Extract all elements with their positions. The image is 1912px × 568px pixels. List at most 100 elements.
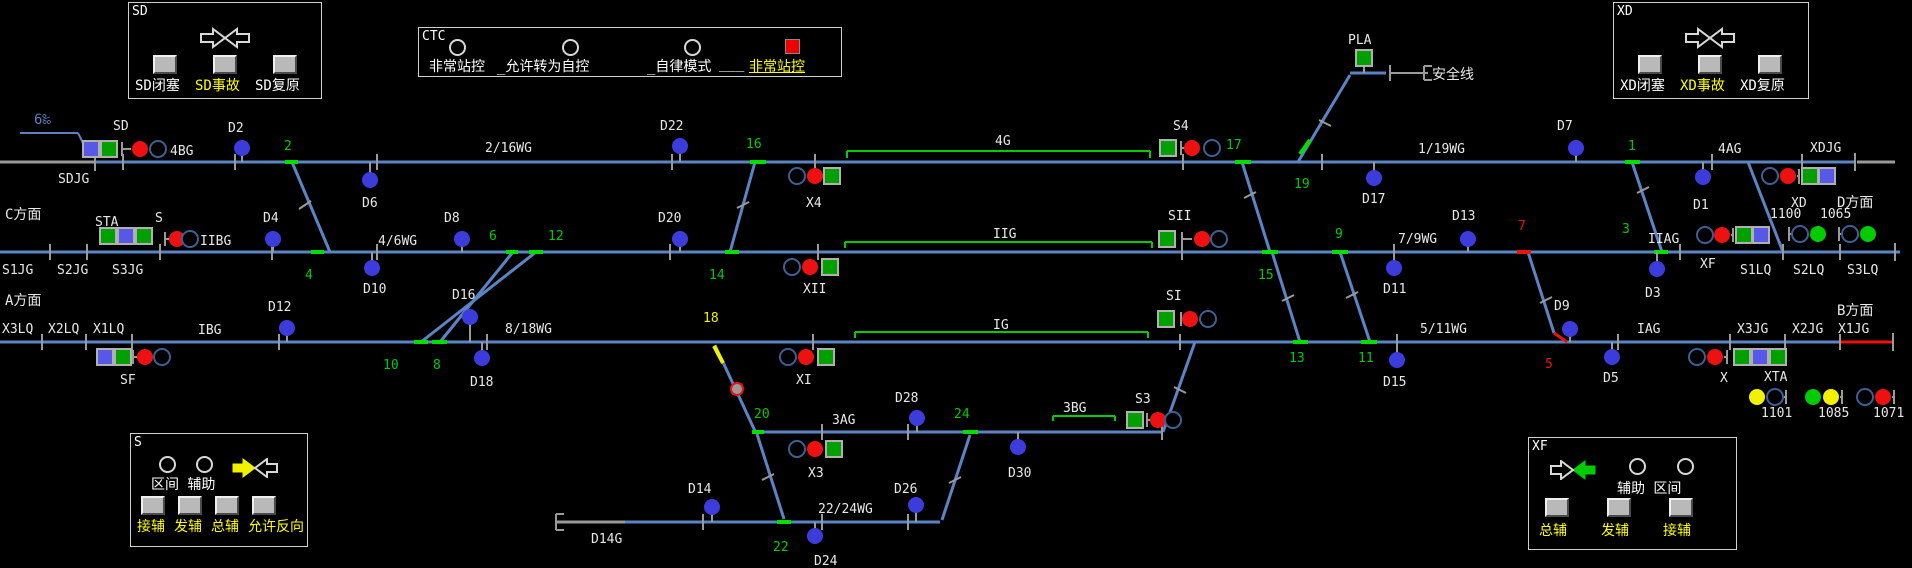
shunt-signal-D26[interactable] xyxy=(908,497,924,513)
route-indicator-STA[interactable] xyxy=(99,227,117,245)
signal-lamp-off-1071[interactable] xyxy=(1856,388,1874,406)
signal-lamp-red-X4[interactable] xyxy=(807,168,823,184)
route-indicator-PLA[interactable] xyxy=(1355,49,1373,67)
signal-lamp-off-S2LQ[interactable] xyxy=(1791,225,1809,243)
signal-lamp-red-1071[interactable] xyxy=(1875,389,1891,405)
shunt-signal-D6[interactable] xyxy=(362,172,378,188)
signal-lamp-red-SI[interactable] xyxy=(1182,311,1198,327)
route-indicator-XD[interactable] xyxy=(1801,167,1819,185)
signal-lamp-off-S3LQ[interactable] xyxy=(1841,225,1859,243)
route-indicator-S3[interactable] xyxy=(1126,411,1144,429)
signal-lamp-red-XI[interactable] xyxy=(798,349,814,365)
signal-lamp-yellow-1085[interactable] xyxy=(1823,389,1839,405)
route-indicator-XII[interactable] xyxy=(821,258,839,276)
route-indicator-XTA[interactable] xyxy=(1733,348,1751,366)
shunt-signal-D11[interactable] xyxy=(1386,260,1402,276)
ctc-emergency-active-indicator[interactable] xyxy=(785,39,800,54)
signal-lamp-green-S2LQ[interactable] xyxy=(1810,226,1826,242)
route-indicator-SI[interactable] xyxy=(1157,310,1175,328)
signal-lamp-off-X3[interactable] xyxy=(788,440,806,458)
s-assist-lamp[interactable] xyxy=(196,456,213,473)
signal-lamp-red-X[interactable] xyxy=(1707,349,1723,365)
signal-lamp-off-XII[interactable] xyxy=(783,258,801,276)
shunt-signal-D9[interactable] xyxy=(1562,321,1578,337)
route-indicator-XD[interactable] xyxy=(1818,167,1836,185)
route-indicator-SD[interactable] xyxy=(82,140,100,158)
shunt-signal-D17[interactable] xyxy=(1366,170,1382,186)
signal-lamp-off-X[interactable] xyxy=(1688,348,1706,366)
route-indicator-STA[interactable] xyxy=(135,227,153,245)
s-depart-assist-button[interactable] xyxy=(178,496,202,515)
xf-assist-lamp[interactable] xyxy=(1629,458,1646,475)
s-interval-lamp[interactable] xyxy=(159,456,176,473)
route-indicator-SF[interactable] xyxy=(96,348,114,366)
shunt-signal-D13[interactable] xyxy=(1460,231,1476,247)
shunt-signal-D7[interactable] xyxy=(1568,140,1584,156)
route-indicator-XI[interactable] xyxy=(817,348,835,366)
signal-lamp-red-X3[interactable] xyxy=(807,441,823,457)
shunt-signal-D5[interactable] xyxy=(1604,349,1620,365)
shunt-signal-D4[interactable] xyxy=(265,231,281,247)
signal-lamp-off-SF[interactable] xyxy=(153,348,171,366)
signal-lamp-off-SD[interactable] xyxy=(149,140,167,158)
xf-total-assist-button[interactable] xyxy=(1545,498,1569,517)
s-total-assist-button[interactable] xyxy=(215,496,239,515)
signal-lamp-green-1085[interactable] xyxy=(1805,389,1821,405)
route-indicator-XTA[interactable] xyxy=(1769,348,1787,366)
shunt-signal-D30[interactable] xyxy=(1010,439,1026,455)
s-receive-assist-button[interactable] xyxy=(141,496,165,515)
shunt-signal-D28[interactable] xyxy=(909,410,925,426)
route-indicator-STA[interactable] xyxy=(117,227,135,245)
shunt-signal-D10[interactable] xyxy=(364,260,380,276)
route-indicator-SF[interactable] xyxy=(114,348,132,366)
signal-lamp-red-XF[interactable] xyxy=(1714,227,1730,243)
ctc-allow-auto-radio[interactable] xyxy=(562,39,579,56)
signal-lamp-red-S3[interactable] xyxy=(1150,412,1166,428)
signal-lamp-off-S[interactable] xyxy=(181,230,199,248)
signal-lamp-off-SI[interactable] xyxy=(1199,310,1217,328)
signal-lamp-off-S3[interactable] xyxy=(1164,411,1182,429)
signal-lamp-red-SD[interactable] xyxy=(132,141,148,157)
shunt-signal-D12[interactable] xyxy=(279,320,295,336)
route-indicator-XF[interactable] xyxy=(1752,226,1770,244)
route-indicator-X4[interactable] xyxy=(823,167,841,185)
ctc-emergency-station-radio[interactable] xyxy=(449,39,466,56)
signal-lamp-red-S[interactable] xyxy=(169,231,185,247)
derail-icon[interactable] xyxy=(730,382,744,396)
ctc-autonomous-radio[interactable] xyxy=(684,39,701,56)
signal-lamp-off-XD[interactable] xyxy=(1761,167,1779,185)
signal-lamp-red-XD[interactable] xyxy=(1780,168,1796,184)
signal-lamp-red-XII[interactable] xyxy=(802,259,818,275)
shunt-signal-D14[interactable] xyxy=(704,499,720,515)
route-indicator-X3[interactable] xyxy=(825,440,843,458)
route-indicator-XTA[interactable] xyxy=(1751,348,1769,366)
sd-block-button[interactable] xyxy=(153,55,177,74)
shunt-signal-D24[interactable] xyxy=(807,528,823,544)
signal-lamp-off-S4[interactable] xyxy=(1203,139,1221,157)
signal-lamp-red-SF[interactable] xyxy=(137,349,153,365)
shunt-signal-D18[interactable] xyxy=(474,350,490,366)
route-indicator-SD[interactable] xyxy=(100,140,118,158)
xf-depart-assist-button[interactable] xyxy=(1607,498,1631,517)
shunt-signal-D1[interactable] xyxy=(1695,169,1711,185)
shunt-signal-D20[interactable] xyxy=(672,231,688,247)
xf-interval-lamp[interactable] xyxy=(1677,458,1694,475)
shunt-signal-D8[interactable] xyxy=(454,231,470,247)
sd-accident-button[interactable] xyxy=(213,55,237,74)
signal-lamp-yellow-1101[interactable] xyxy=(1749,389,1765,405)
shunt-signal-D22[interactable] xyxy=(672,138,688,154)
shunt-signal-D3[interactable] xyxy=(1649,261,1665,277)
signal-lamp-green-S3LQ[interactable] xyxy=(1860,226,1876,242)
shunt-signal-D2[interactable] xyxy=(234,140,250,156)
xd-block-button[interactable] xyxy=(1638,55,1662,74)
route-indicator-SII[interactable] xyxy=(1158,230,1176,248)
xf-receive-assist-button[interactable] xyxy=(1669,498,1693,517)
signal-lamp-off-X4[interactable] xyxy=(788,167,806,185)
sd-restore-button[interactable] xyxy=(273,55,297,74)
s-allow-reverse-button[interactable] xyxy=(252,496,276,515)
signal-lamp-off-SII[interactable] xyxy=(1210,230,1228,248)
route-indicator-XF[interactable] xyxy=(1735,226,1753,244)
signal-lamp-off-1101[interactable] xyxy=(1766,388,1784,406)
xd-accident-button[interactable] xyxy=(1698,55,1722,74)
route-indicator-S4[interactable] xyxy=(1159,139,1177,157)
